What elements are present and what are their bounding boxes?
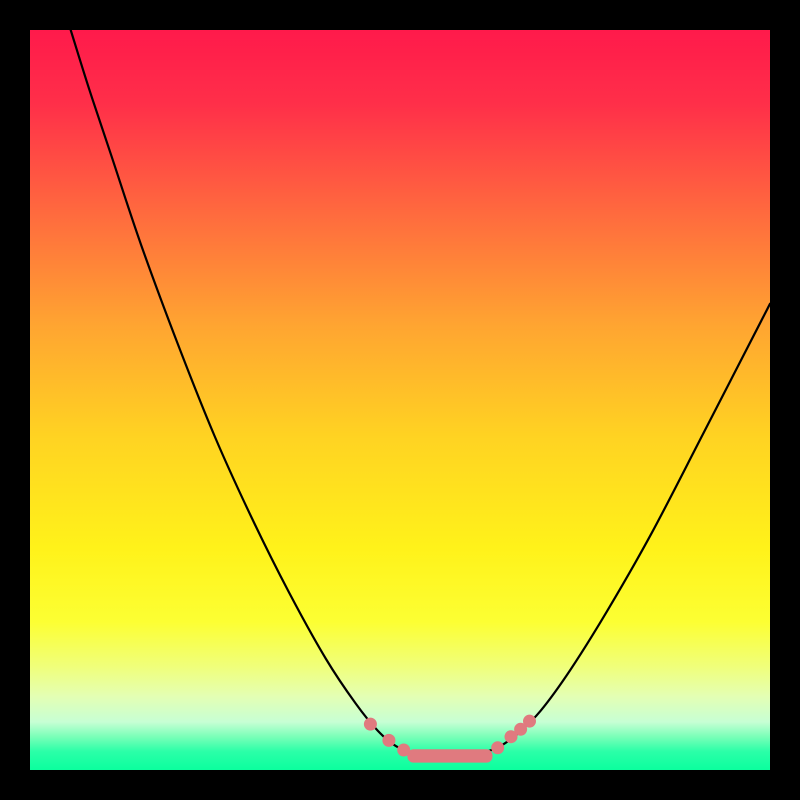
marker-point-1 (382, 734, 395, 747)
marker-point-0 (364, 718, 377, 731)
chart-container: { "source_watermark": { "text": "TheBott… (0, 0, 800, 800)
marker-point-3 (491, 741, 504, 754)
bottleneck-chart (0, 0, 800, 800)
chart-plot-area (30, 30, 770, 770)
marker-bar (407, 749, 492, 762)
marker-point-6 (523, 715, 536, 728)
marker-point-2 (397, 744, 410, 757)
